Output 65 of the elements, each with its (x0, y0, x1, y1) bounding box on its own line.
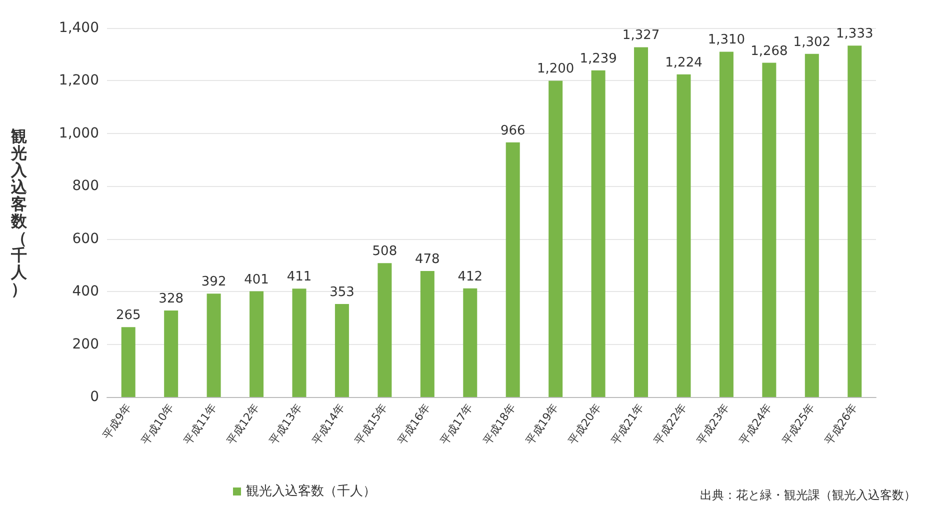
bar (206, 294, 221, 397)
x-tick-label: 平成17年 (438, 401, 476, 448)
bar (762, 62, 776, 397)
data-label: 412 (458, 269, 483, 284)
data-label: 265 (116, 308, 141, 324)
data-label: 1,224 (665, 55, 702, 70)
x-tick-label: 平成18年 (480, 401, 518, 448)
data-label: 508 (372, 244, 398, 260)
x-tick-label: 平成16年 (395, 401, 433, 448)
bar (548, 80, 563, 397)
data-label: 1,268 (750, 44, 788, 59)
data-label: 401 (244, 272, 269, 288)
source-note: 出典：花と緑・観光課（観光入込客数） (700, 488, 916, 502)
data-label: 1,333 (836, 26, 874, 42)
x-tick-label: 平成14年 (310, 401, 348, 448)
x-tick-label: 平成24年 (736, 401, 775, 448)
bar (164, 310, 178, 397)
x-tick-label: 平成20年 (566, 401, 604, 448)
data-label: 1,302 (793, 34, 831, 50)
data-label: 353 (330, 284, 354, 300)
legend-label: 観光入込客数（千人） (246, 483, 376, 499)
data-label: 1,200 (536, 62, 574, 77)
data-label: 411 (286, 270, 312, 285)
x-tick-label: 平成23年 (694, 401, 732, 448)
x-tick-label: 平成9年 (100, 401, 134, 442)
bar (292, 288, 306, 397)
bar (848, 46, 862, 397)
x-tick-label: 平成19年 (523, 401, 561, 448)
bar (719, 52, 734, 397)
data-label: 1,239 (580, 51, 617, 66)
y-tick-label: 800 (72, 178, 99, 194)
y-tick-label: 1,400 (58, 20, 99, 36)
x-tick-label: 平成25年 (780, 401, 818, 448)
bar (463, 288, 478, 397)
y-tick-label: 200 (72, 336, 99, 352)
x-tick-label: 平成10年 (138, 401, 176, 448)
bar (506, 142, 520, 397)
y-tick-label: 1,000 (58, 125, 99, 142)
x-tick-label: 平成22年 (651, 401, 690, 448)
x-tick-label: 平成26年 (822, 401, 860, 448)
x-tick-label: 平成15年 (352, 401, 390, 448)
bar (804, 54, 819, 397)
x-tick-label: 平成12年 (224, 401, 262, 448)
bar (634, 47, 648, 397)
y-tick-label: 0 (90, 389, 99, 405)
bar (334, 304, 349, 397)
x-tick-label: 平成11年 (182, 401, 220, 448)
data-label: 478 (415, 252, 440, 268)
bar (250, 291, 264, 397)
x-tick-label: 平成21年 (608, 401, 646, 448)
data-label: 1,327 (622, 28, 660, 44)
y-tick-label: 1,200 (58, 72, 99, 89)
bar (676, 74, 691, 397)
data-label: 328 (158, 292, 184, 307)
bar (121, 327, 136, 397)
y-tick-label: 400 (72, 284, 99, 300)
data-label: 1,310 (708, 32, 746, 48)
bar (591, 70, 606, 397)
text: 観光入込客数（千人） (11, 126, 27, 298)
bar (378, 263, 392, 397)
bar (420, 271, 434, 397)
y-tick-label: 600 (72, 230, 99, 247)
x-tick-label: 平成13年 (266, 401, 305, 448)
data-label: 966 (500, 123, 526, 138)
data-label: 392 (201, 274, 226, 290)
